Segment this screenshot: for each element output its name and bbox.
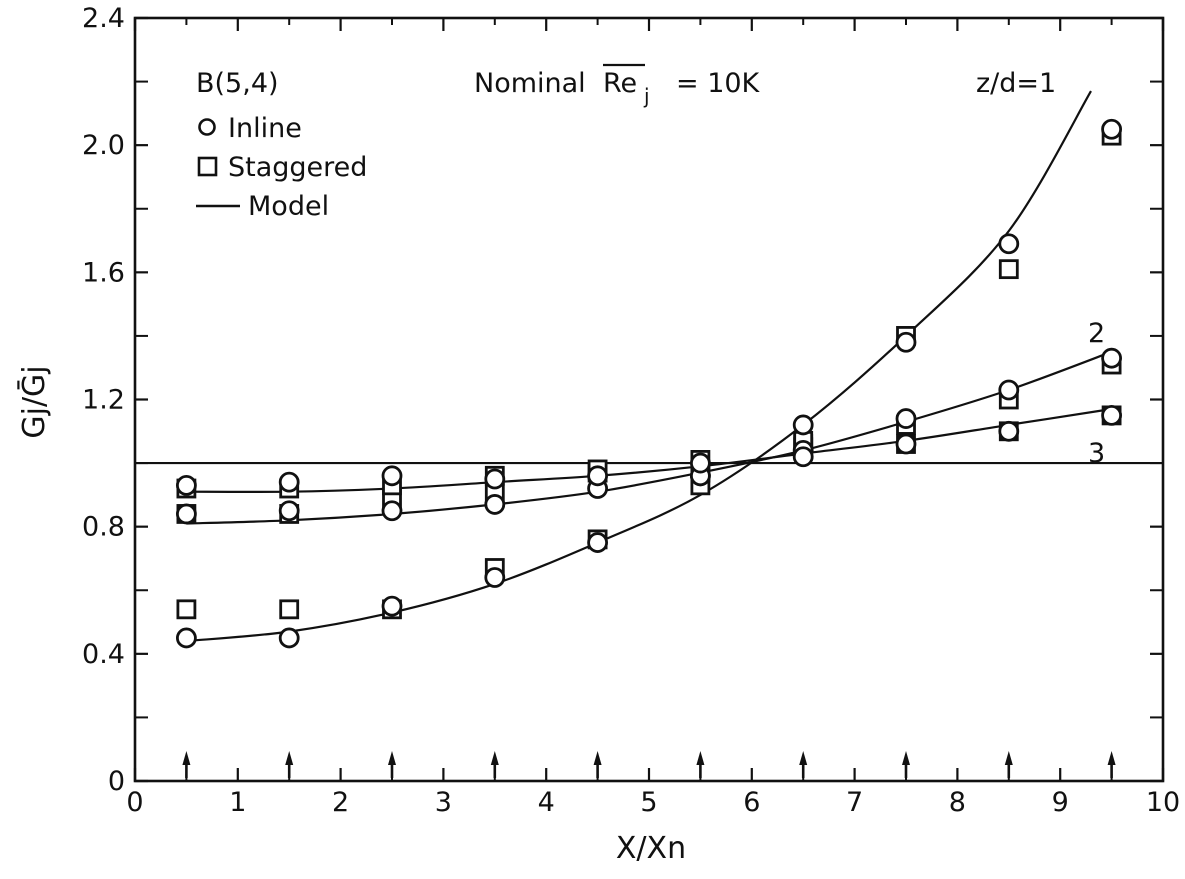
inline-point: [998, 420, 1020, 442]
inline-point: [895, 408, 917, 429]
position-arrow: [388, 751, 396, 778]
y-tick-label: 0.8: [82, 512, 125, 543]
position-arrow-head: [1004, 751, 1013, 765]
inline-point: [175, 627, 197, 649]
annotation-re-value: = 10K: [676, 68, 761, 99]
inline-point: [998, 233, 1020, 255]
inline-point: [278, 500, 300, 522]
inline-point: [792, 446, 814, 468]
inline-point: [484, 567, 506, 588]
y-tick-label: 2.4: [82, 3, 125, 34]
legend-square-marker: [197, 156, 218, 177]
position-arrow: [799, 751, 808, 778]
legend-title: B(5,4): [196, 68, 279, 99]
annotation-curve-z1: z/d=1: [976, 68, 1056, 99]
inline-point: [381, 500, 403, 522]
position-arrow-head: [1107, 751, 1116, 765]
annotation-nominal: Nominal: [474, 68, 586, 99]
position-arrow-head: [902, 751, 910, 765]
y-tick-label: 1.2: [82, 385, 125, 416]
position-arrow-head: [490, 751, 499, 765]
x-tick-label: 7: [846, 787, 863, 818]
inline-point: [175, 503, 197, 525]
position-arrow: [1004, 751, 1013, 778]
x-tick-label: 6: [743, 787, 760, 818]
annotation-re-subscript: j: [643, 84, 650, 108]
model-curve: [186, 407, 1112, 494]
x-tick-label: 3: [435, 787, 452, 818]
y-tick-label: 1.6: [82, 257, 125, 288]
inline-point: [1101, 118, 1122, 140]
position-arrow: [182, 751, 191, 778]
inline-point: [381, 595, 403, 617]
x-tick-label: 8: [949, 787, 966, 818]
position-arrow: [902, 751, 910, 778]
position-arrow: [1107, 751, 1116, 778]
x-tick-label: 0: [126, 787, 143, 818]
inline-point: [998, 379, 1020, 401]
inline-point: [895, 433, 917, 455]
position-arrow-head: [593, 751, 602, 765]
position-arrow-head: [182, 751, 191, 765]
x-tick-label: 2: [332, 787, 349, 818]
x-tick-label: 9: [1052, 787, 1069, 818]
inline-point: [587, 465, 608, 487]
inline-point: [1101, 404, 1122, 426]
legend-label-inline: Inline: [228, 113, 302, 144]
position-arrow-head: [799, 751, 808, 765]
model-curve: [186, 90, 1092, 643]
annotation-re: Re j = 10K: [603, 63, 761, 108]
inline-point: [1101, 347, 1122, 369]
inline-point: [690, 452, 711, 474]
annotation-curve-z2: 2: [1088, 318, 1105, 349]
legend-label-model: Model: [248, 191, 329, 222]
annotation-re-symbol: Re: [603, 68, 637, 99]
staggered-point: [998, 259, 1019, 280]
inline-point: [484, 468, 506, 490]
legend: B(5,4) Inline Staggered Model: [196, 68, 367, 222]
staggered-point: [279, 599, 300, 620]
position-arrow-head: [285, 751, 294, 765]
x-tick-label: 1: [229, 787, 246, 818]
position-arrow-head: [388, 751, 396, 765]
position-arrow: [285, 751, 294, 778]
inline-point: [278, 471, 300, 493]
x-tick-label: 4: [538, 787, 555, 818]
inline-point: [175, 474, 197, 496]
inline-point: [381, 465, 403, 487]
model-curve: [186, 350, 1112, 525]
staggered-point: [176, 599, 197, 620]
position-arrow: [696, 751, 705, 778]
inline-point: [278, 627, 300, 649]
y-tick-label: 0: [108, 766, 125, 797]
inline-point: [895, 331, 917, 353]
position-arrow: [593, 751, 602, 778]
position-arrow-head: [696, 751, 705, 765]
y-tick-label: 2.0: [82, 130, 125, 161]
y-tick-label: 0.4: [82, 639, 125, 670]
position-arrow: [490, 751, 499, 778]
y-axis-label: Gj/Ḡj: [16, 365, 52, 438]
x-tick-label: 10: [1146, 787, 1180, 818]
inline-point: [587, 532, 608, 553]
x-axis-label: X/Xn: [616, 831, 686, 866]
annotation-curve-z3: 3: [1088, 438, 1105, 469]
inline-point: [484, 494, 506, 515]
legend-circle-marker: [198, 118, 216, 136]
legend-label-staggered: Staggered: [228, 152, 367, 183]
inline-point: [792, 414, 814, 436]
x-tick-label: 5: [640, 787, 657, 818]
